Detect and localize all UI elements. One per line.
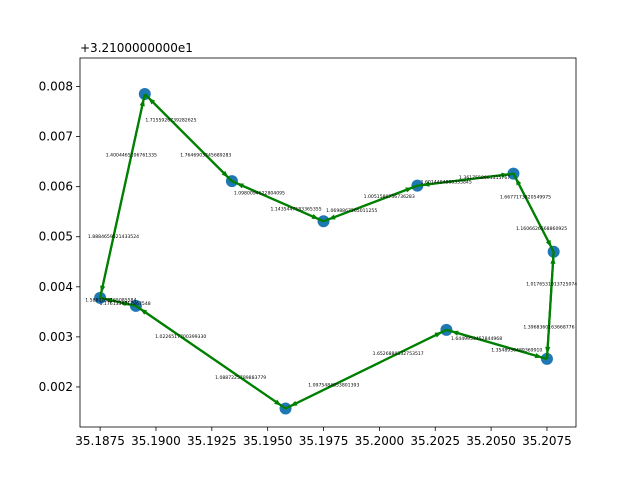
x-tick-label: 35.1975 <box>299 434 349 448</box>
edge-line <box>285 328 447 410</box>
edge-line <box>323 184 418 223</box>
edge-weight-label: 1.0975484853801393 <box>308 382 359 388</box>
edge-weight-label: 1.6526880332753517 <box>373 351 424 357</box>
edge-arrowhead <box>515 178 522 186</box>
y-tick-label: 0.007 <box>39 130 73 144</box>
edge-line <box>231 180 324 223</box>
edge-arrowhead <box>123 300 131 306</box>
edge-weight-label: 1.3968360163668776 <box>523 324 574 330</box>
edge-weight-label: 1.0051580756736283 <box>364 194 415 200</box>
x-tick-label: 35.2025 <box>410 434 460 448</box>
y-tick-label: 0.005 <box>39 230 73 244</box>
edge-line <box>417 172 514 187</box>
edge-weight-label: 1.6449953452844968 <box>451 336 502 342</box>
edge-weight-label: 1.1606626568860925 <box>516 226 567 232</box>
y-tick-label: 0.003 <box>39 330 73 344</box>
x-tick-label: 35.2000 <box>355 434 405 448</box>
edge-arrowhead <box>534 353 543 359</box>
edge-weight-label: 1.4004465106761335 <box>106 153 157 159</box>
edge-arrowhead <box>422 181 430 187</box>
y-tick-label: 0.006 <box>39 180 73 194</box>
edge-line <box>144 93 233 182</box>
plot-area: 1.8884659521433524 1.4004465106761335 1.71… <box>85 88 577 415</box>
axes-frame <box>79 57 577 428</box>
edge-weight-label: 1.7155926739282625 <box>145 118 196 124</box>
edge-weight-label: 1.0887225789883779 <box>215 375 266 381</box>
edge-weight-label: 1.0226517700399330 <box>155 334 206 340</box>
edge-arrowhead <box>550 256 556 264</box>
x-tick-label: 35.2050 <box>466 434 516 448</box>
x-tick-label: 35.1925 <box>187 434 237 448</box>
edge-weight-label: 1.3617558661315767 <box>459 175 510 181</box>
edge-arrowhead <box>100 285 106 293</box>
edge-weight-label: 1.1435447583365355 <box>270 207 321 213</box>
edge-line <box>99 93 146 299</box>
edge-line <box>135 304 287 410</box>
edge-weight-label: 1.1761338717867548 <box>100 301 151 307</box>
x-axis: 35.1875 35.1900 35.1925 35.1950 35.1975 35.20… <box>75 427 572 448</box>
edge-line <box>512 173 555 253</box>
edge-arrowhead <box>148 97 156 105</box>
y-offset-label: +3.2100000000e1 <box>80 41 193 55</box>
x-tick-label: 35.2075 <box>522 434 572 448</box>
edge-weight-label: 1.6677173820549975 <box>500 195 551 201</box>
edge-weight-label: 1.0698867265011255 <box>326 208 377 214</box>
x-tick-label: 35.1950 <box>243 434 293 448</box>
edge-weight-label: 1.0980094622804095 <box>234 191 285 197</box>
y-axis: 0.002 0.003 0.004 0.005 0.006 0.007 0.008 <box>39 80 80 394</box>
edge-line <box>446 328 548 360</box>
edge-weight-label: 1.7646903245689283 <box>180 153 231 159</box>
x-tick-label: 35.1875 <box>75 434 125 448</box>
edge-weight-label: 1.3548956489369910 <box>491 348 542 354</box>
edge-arrowhead <box>236 183 244 189</box>
y-tick-label: 0.008 <box>39 80 73 94</box>
edge-arrowhead <box>328 214 336 220</box>
edge-weight-label: 1.5880268165085584 <box>85 298 136 304</box>
edge-weight-label: 1.8884659521433524 <box>88 234 139 240</box>
edge-arrowhead <box>274 399 282 406</box>
edge-arrowhead <box>434 332 442 338</box>
edge-line <box>545 251 555 359</box>
x-tick-label: 35.1900 <box>131 434 181 448</box>
edge-weight-label: 1.6014404866335845 <box>421 180 472 186</box>
y-tick-label: 0.004 <box>39 280 73 294</box>
y-tick-label: 0.002 <box>39 380 73 394</box>
edge-weight-label: 1.0176531013725074 <box>526 281 577 287</box>
